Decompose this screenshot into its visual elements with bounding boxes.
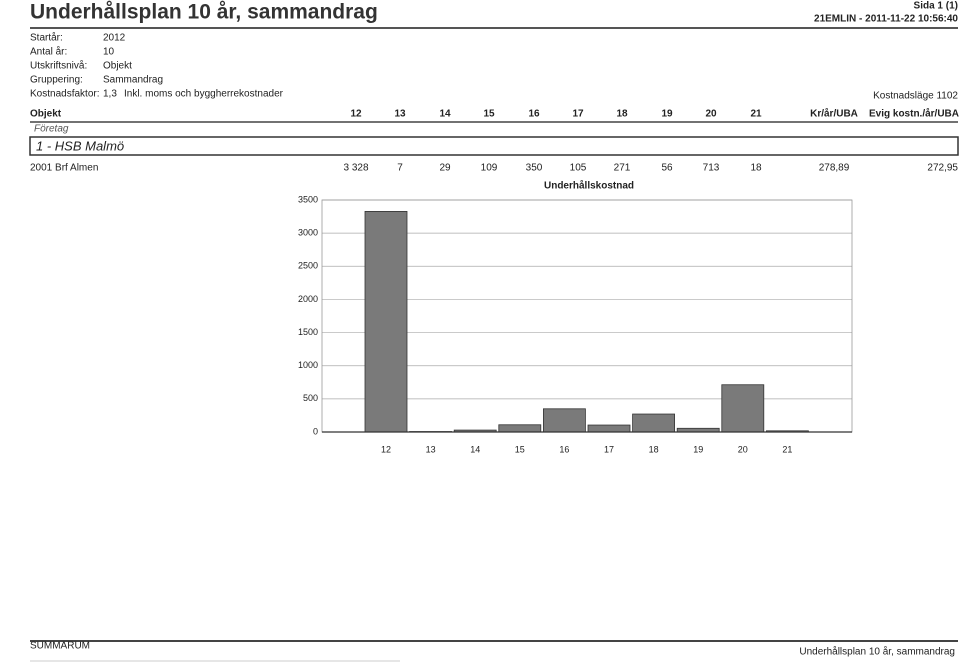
param-note: Inkl. moms och byggherrekostnader	[124, 89, 284, 100]
param-value: 1,3	[103, 89, 117, 100]
x-tick-label: 12	[381, 444, 391, 454]
group-label: 1 - HSB Malmö	[36, 138, 124, 153]
column-header: 18	[616, 109, 628, 120]
column-header: Kr/år/UBA	[810, 108, 858, 120]
y-tick-label: 500	[303, 393, 318, 403]
param-value: 2012	[103, 33, 126, 44]
column-header: 16	[528, 109, 540, 120]
table-cell: 109	[481, 163, 498, 174]
footer-right: Underhållsplan 10 år, sammandrag	[799, 646, 955, 658]
table-cell: 2001 Brf Almen	[30, 163, 98, 174]
table-cell: 713	[703, 163, 720, 174]
y-tick-label: 1000	[298, 360, 318, 370]
y-tick-label: 3500	[298, 194, 318, 204]
x-tick-label: 16	[559, 444, 569, 454]
chart-title: Underhållskostnad	[544, 180, 634, 192]
param-label: Startår:	[30, 32, 63, 44]
bar	[543, 408, 586, 433]
column-header: 15	[483, 109, 495, 120]
subheader: Företag	[34, 124, 69, 135]
x-tick-label: 21	[782, 444, 792, 454]
x-tick-label: 14	[470, 444, 480, 454]
table-cell: 105	[570, 163, 587, 174]
table-cell: 3 328	[343, 163, 368, 174]
y-tick-label: 1500	[298, 327, 318, 337]
column-header: 17	[572, 109, 584, 120]
print-meta: 21EMLIN - 2011-11-22 10:56:40	[814, 14, 958, 25]
column-header: 20	[705, 109, 717, 120]
column-header: 13	[394, 109, 406, 120]
bar	[364, 211, 408, 433]
table-cell: 29	[439, 163, 451, 174]
column-header: 21	[750, 109, 762, 120]
param-label: Antal år:	[30, 46, 67, 58]
x-tick-label: 13	[426, 444, 436, 454]
bar	[587, 424, 631, 433]
bar	[632, 413, 675, 433]
param-label: Utskriftsnivå:	[30, 60, 87, 72]
table-cell: 272,95	[927, 163, 958, 174]
page-number: Sida 1 (1)	[914, 1, 958, 12]
title: Underhållsplan 10 år, sammandrag	[30, 1, 378, 24]
footer-left: SUMMARUM	[30, 641, 90, 652]
y-tick-label: 2500	[298, 261, 318, 271]
table-cell: 7	[397, 163, 403, 174]
bar	[498, 424, 542, 433]
column-header: Objekt	[30, 109, 62, 120]
param-label: Kostnadsfaktor:	[30, 89, 99, 100]
column-header: 14	[439, 109, 451, 120]
table-cell: 271	[614, 163, 631, 174]
bar	[721, 384, 765, 433]
param-label: Gruppering:	[30, 75, 83, 86]
param-value: 10	[103, 47, 115, 58]
y-tick-label: 0	[313, 426, 318, 436]
column-header: Evig kostn./år/UBA	[869, 108, 959, 120]
group-box	[29, 136, 959, 156]
column-header: 19	[661, 109, 673, 120]
column-header: 12	[350, 109, 362, 120]
table-cell: 18	[750, 163, 762, 174]
param-value: Sammandrag	[103, 75, 163, 86]
x-tick-label: 17	[604, 444, 614, 454]
y-tick-label: 3000	[298, 228, 318, 238]
x-tick-label: 15	[515, 444, 525, 454]
x-tick-label: 18	[649, 444, 659, 454]
table-cell: 56	[661, 163, 673, 174]
table-cell: 278,89	[819, 163, 850, 174]
table-cell: 350	[526, 163, 543, 174]
param-value: Objekt	[103, 61, 132, 72]
y-tick-label: 2000	[298, 294, 318, 304]
cost-level: Kostnadsläge 1102	[873, 91, 958, 102]
x-tick-label: 19	[693, 444, 703, 454]
x-tick-label: 20	[738, 444, 748, 454]
